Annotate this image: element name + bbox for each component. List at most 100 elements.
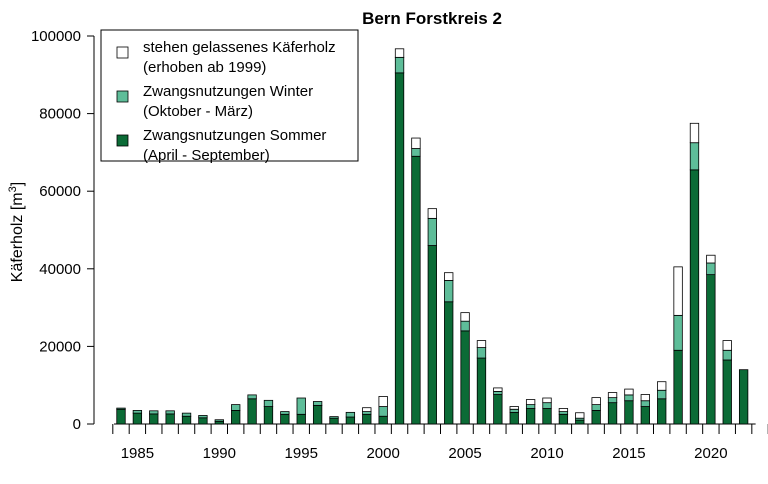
- bar-segment-sommer-1987: [165, 413, 175, 425]
- bar-segment-stehen-2009: [525, 399, 536, 405]
- bar-segment-winter-1989: [198, 415, 208, 419]
- x-tick-label: 2020: [694, 445, 727, 462]
- y-axis-label: Käferholz [m3]: [7, 182, 26, 282]
- bar-segment-winter-2013: [591, 404, 601, 411]
- bar-segment-winter-1986: [149, 410, 159, 415]
- bar-segment-winter-1993: [263, 399, 274, 407]
- bar-segment-sommer-2003: [427, 245, 437, 425]
- bar-segment-stehen-2002: [411, 137, 421, 149]
- bar-segment-sommer-2021: [722, 359, 732, 425]
- bar-segment-winter-2019: [689, 142, 700, 171]
- bar-segment-sommer-2002: [411, 155, 421, 425]
- bar-segment-winter-1990: [214, 419, 224, 422]
- bar-segment-sommer-1997: [329, 417, 339, 425]
- bar-segment-sommer-2009: [525, 408, 536, 425]
- bar-segment-sommer-2008: [509, 411, 519, 425]
- y-axis-label-suffix: ]: [9, 182, 26, 186]
- bar-segment-winter-2003: [427, 217, 437, 246]
- y-axis-label-superscript: 3: [7, 186, 19, 192]
- bar-segment-sommer-2022: [738, 369, 749, 425]
- x-tick-label: 1985: [121, 445, 154, 462]
- bar-segment-winter-2009: [525, 404, 536, 409]
- bar-segment-sommer-2004: [444, 301, 454, 425]
- bar-segment-winter-2015: [624, 394, 634, 402]
- bar-segment-winter-2020: [706, 262, 716, 276]
- x-tick-label: 2010: [530, 445, 563, 462]
- y-tick-label: 60000: [39, 183, 81, 200]
- legend-swatch: [116, 46, 129, 59]
- bar-segment-sommer-2018: [673, 349, 683, 425]
- bar-segment-sommer-2020: [706, 274, 716, 425]
- bar-segment-winter-2011: [558, 411, 569, 415]
- y-tick-label: 0: [73, 416, 81, 433]
- bar-segment-stehen-2006: [476, 340, 487, 348]
- bar-segment-sommer-1988: [181, 415, 192, 425]
- bar-segment-winter-2002: [411, 148, 421, 157]
- legend: stehen gelassenes Käferholz (erhoben ab 1…: [100, 29, 359, 164]
- bar-segment-stehen-2008: [509, 406, 519, 410]
- bar-segment-sommer-1999: [362, 413, 372, 425]
- bar-segment-sommer-1985: [132, 412, 143, 425]
- y-tick-label: 80000: [39, 106, 81, 123]
- bar-segment-sommer-1995: [296, 413, 306, 425]
- bar-segment-sommer-2001: [394, 72, 405, 425]
- y-tick-label: 20000: [39, 338, 81, 355]
- bar-segment-sommer-1998: [345, 416, 356, 425]
- x-tick-label: 1990: [203, 445, 236, 462]
- x-tick-label: 2015: [612, 445, 645, 462]
- bar-segment-stehen-2018: [673, 266, 683, 316]
- bar-segment-stehen-2000: [378, 396, 388, 407]
- bar-segment-stehen-2014: [607, 392, 618, 399]
- bar-segment-sommer-2019: [689, 169, 700, 425]
- bar-segment-stehen-2003: [427, 208, 437, 219]
- bar-segment-sommer-2016: [640, 406, 650, 425]
- bar-segment-sommer-1989: [198, 417, 208, 425]
- legend-frame: [100, 29, 359, 162]
- y-tick-label: 100000: [31, 28, 81, 45]
- bar-segment-winter-2018: [673, 314, 683, 351]
- bar-segment-stehen-1999: [362, 407, 372, 412]
- bar-segment-stehen-2001: [394, 48, 405, 58]
- x-tick-label: 2000: [366, 445, 399, 462]
- bar-segment-winter-2008: [509, 408, 519, 413]
- bar-segment-stehen-2011: [558, 408, 569, 412]
- x-tick-label: 2005: [448, 445, 481, 462]
- bar-segment-winter-1992: [247, 394, 257, 400]
- bar-segment-sommer-1986: [149, 413, 159, 425]
- legend-label-sub: (Oktober - März): [143, 103, 253, 120]
- bar-segment-stehen-2004: [444, 272, 454, 281]
- bar-segment-stehen-2019: [689, 122, 700, 144]
- bar-segment-sommer-2007: [493, 394, 503, 425]
- chart-title: Bern Forstkreis 2: [362, 9, 502, 28]
- bar-segment-stehen-2016: [640, 394, 650, 402]
- bar-segment-winter-1987: [165, 410, 175, 415]
- x-axis: 1985 1990 1995 2000 2005 2010 2015 2020: [112, 423, 768, 462]
- bar-segment-sommer-2006: [476, 357, 487, 425]
- bar-segment-sommer-1991: [231, 410, 241, 425]
- bar-segment-winter-2014: [607, 397, 618, 404]
- bar-segment-winter-2021: [722, 349, 732, 361]
- bar-segment-sommer-1992: [247, 398, 257, 425]
- bar-segment-winter-1995: [296, 397, 306, 415]
- bar-segment-winter-2005: [460, 320, 470, 332]
- legend-label: stehen gelassenes Käferholz: [143, 39, 336, 56]
- bar-segment-winter-1985: [132, 410, 143, 414]
- bar-segment-stehen-2021: [722, 340, 732, 351]
- bar-segment-sommer-1993: [263, 406, 274, 425]
- bar-segment-winter-2010: [542, 402, 552, 409]
- bar-segment-winter-1984: [116, 407, 126, 410]
- bar-segment-sommer-1990: [214, 420, 224, 425]
- y-axis-label-text: Käferholz [m: [9, 192, 26, 282]
- svg-text:Käferholz [m3]: Käferholz [m3]: [7, 182, 26, 282]
- legend-swatch: [116, 90, 129, 103]
- x-tick-label: 1995: [285, 445, 318, 462]
- bar-segment-winter-2006: [476, 347, 487, 359]
- bar-segment-winter-2000: [378, 406, 388, 417]
- bar-segment-winter-2016: [640, 400, 650, 407]
- bar-segment-winter-2004: [444, 280, 454, 303]
- bar-segment-stehen-2015: [624, 388, 634, 396]
- bar-segment-winter-1988: [181, 412, 192, 417]
- bar-segment-stehen-2020: [706, 254, 716, 264]
- bar-segment-winter-1999: [362, 411, 372, 415]
- legend-label: Zwangsnutzungen Sommer: [143, 127, 326, 144]
